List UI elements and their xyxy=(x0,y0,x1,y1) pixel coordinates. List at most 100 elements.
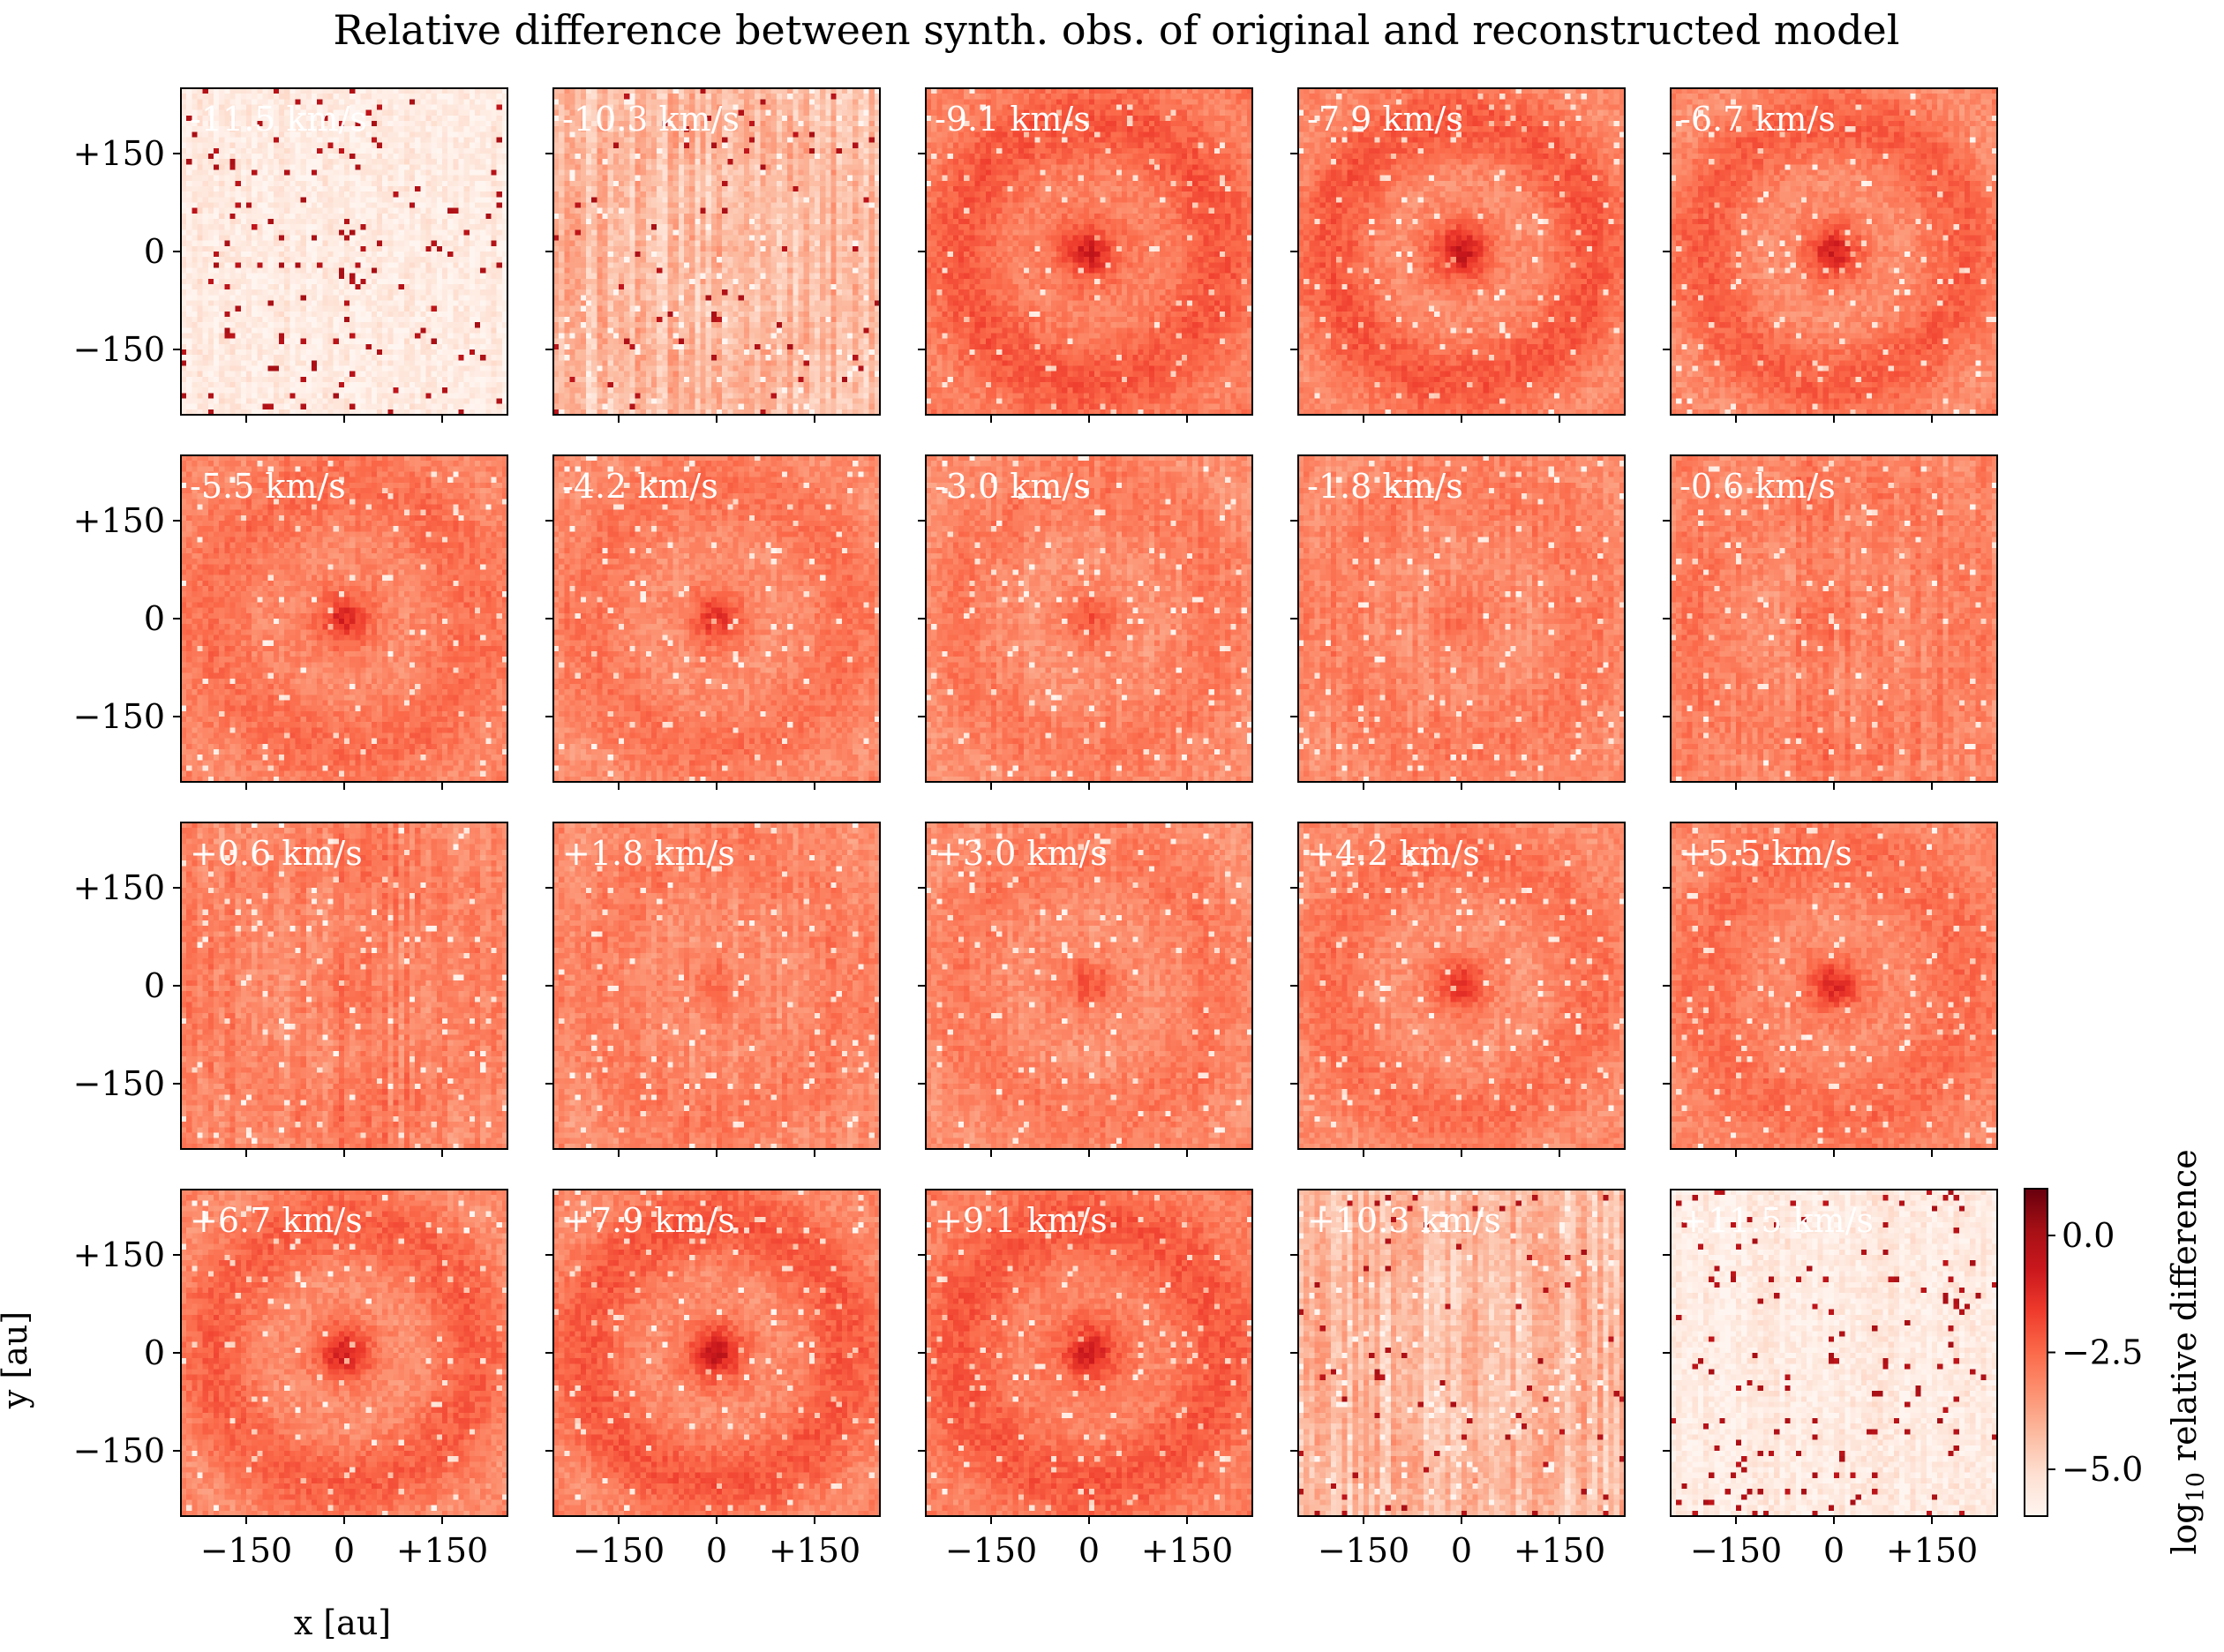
x-tick-label: +150 xyxy=(769,1531,860,1570)
panel-12: +1.8 km/s xyxy=(545,822,881,1157)
panel-17: +7.9 km/s −150 0 +150 xyxy=(545,1189,881,1570)
velocity-label: -9.1 km/s xyxy=(935,100,1091,139)
x-tick-label: +150 xyxy=(1141,1531,1233,1570)
x-tick-label: +150 xyxy=(396,1531,488,1570)
velocity-label: -10.3 km/s xyxy=(562,100,740,139)
velocity-label: +7.9 km/s xyxy=(562,1201,735,1240)
y-tick-label: −150 xyxy=(73,330,165,369)
x-tick-label: 0 xyxy=(706,1531,727,1570)
velocity-label: +1.8 km/s xyxy=(562,834,735,873)
x-tick-label: 0 xyxy=(1823,1531,1845,1570)
panel-8: -3.0 km/s xyxy=(918,454,1253,790)
panel-5: -6.7 km/s xyxy=(1663,87,1998,423)
x-tick-label: −150 xyxy=(1318,1531,1409,1570)
y-tick-label: −150 xyxy=(73,1064,165,1103)
colorbar-label: log10 relative difference xyxy=(2165,1149,2210,1555)
velocity-label: +5.5 km/s xyxy=(1679,834,1852,873)
x-axis-label: x [au] xyxy=(294,1603,391,1642)
colorbar-label-main: log xyxy=(2165,1502,2204,1554)
velocity-label: -4.2 km/s xyxy=(562,467,718,506)
panel-4: -7.9 km/s xyxy=(1290,87,1626,423)
heatmap-image xyxy=(926,1190,1252,1516)
heatmap-image xyxy=(1671,455,1997,782)
heatmap-image xyxy=(1671,88,1997,415)
panel-20: +11.5 km/s −150 0 +150 xyxy=(1663,1189,1998,1570)
panel-grid: -11.5 km/s +150 0 −150 -10.3 km/s -9.1 km/s -7… xyxy=(73,87,1998,1570)
velocity-label: -6.7 km/s xyxy=(1679,100,1836,139)
panel-2: -10.3 km/s xyxy=(545,87,881,423)
velocity-label: +10.3 km/s xyxy=(1307,1201,1501,1240)
colorbar-tick-label: 0.0 xyxy=(2062,1216,2115,1255)
velocity-label: +3.0 km/s xyxy=(935,834,1108,873)
y-tick-label: +150 xyxy=(73,134,165,173)
x-tick-label: −150 xyxy=(945,1531,1037,1570)
y-tick-label: +150 xyxy=(73,501,165,540)
velocity-label: -11.5 km/s xyxy=(190,100,367,139)
panel-13: +3.0 km/s xyxy=(918,822,1253,1157)
x-tick-label: +150 xyxy=(1514,1531,1605,1570)
heatmap-image xyxy=(1298,822,1625,1149)
y-tick-label: −150 xyxy=(73,697,165,736)
velocity-label: +9.1 km/s xyxy=(935,1201,1108,1240)
velocity-label: -5.5 km/s xyxy=(190,467,346,506)
velocity-label: +0.6 km/s xyxy=(190,834,363,873)
heatmap-image xyxy=(1671,1190,1997,1516)
panel-16: +6.7 km/s −150 0 +150 +150 0 −150 xyxy=(73,1189,508,1570)
y-tick-label: +150 xyxy=(73,868,165,907)
heatmap-image xyxy=(553,455,880,782)
heatmap-image xyxy=(1298,455,1625,782)
colorbar-label-sub: 10 xyxy=(2183,1472,2210,1502)
panel-7: -4.2 km/s xyxy=(545,454,881,790)
colorbar-label-rest: relative difference xyxy=(2165,1149,2204,1472)
heatmap-image xyxy=(926,822,1252,1149)
heatmap-image xyxy=(926,88,1252,415)
chart-title: Relative difference between synth. obs. … xyxy=(334,6,1900,54)
panel-1: -11.5 km/s +150 0 −150 xyxy=(73,87,508,423)
y-tick-label: −150 xyxy=(73,1431,165,1470)
x-tick-label: −150 xyxy=(573,1531,665,1570)
heatmap-image xyxy=(181,822,507,1149)
x-tick-label: 0 xyxy=(1451,1531,1472,1570)
y-tick-label: 0 xyxy=(144,599,165,638)
y-axis-label: y [au] xyxy=(0,1311,34,1409)
velocity-label: -1.8 km/s xyxy=(1307,467,1463,506)
colorbar-ticks: 0.0 −2.5 −5.0 xyxy=(2047,1216,2143,1489)
heatmap-image xyxy=(553,822,880,1149)
y-tick-label: 0 xyxy=(144,966,165,1005)
panel-15: +5.5 km/s xyxy=(1663,822,1998,1157)
colorbar: 0.0 −2.5 −5.0 log10 relative difference xyxy=(2024,1149,2210,1555)
panel-3: -9.1 km/s xyxy=(918,87,1253,423)
x-tick-label: +150 xyxy=(1886,1531,1978,1570)
panel-14: +4.2 km/s xyxy=(1290,822,1626,1157)
heatmap-image xyxy=(1298,1190,1625,1516)
panel-11: +0.6 km/s +150 0 −150 xyxy=(73,822,508,1157)
panel-6: -5.5 km/s +150 0 −150 xyxy=(73,454,508,790)
heatmap-image xyxy=(1298,88,1625,415)
panel-19: +10.3 km/s −150 0 +150 xyxy=(1290,1189,1626,1570)
velocity-label: -7.9 km/s xyxy=(1307,100,1463,139)
heatmap-image xyxy=(1671,822,1997,1149)
heatmap-image xyxy=(926,455,1252,782)
velocity-label: -3.0 km/s xyxy=(935,467,1091,506)
x-tick-label: 0 xyxy=(1078,1531,1100,1570)
velocity-label: +4.2 km/s xyxy=(1307,834,1480,873)
x-tick-label: −150 xyxy=(200,1531,292,1570)
heatmap-image xyxy=(553,88,880,415)
panel-18: +9.1 km/s −150 0 +150 xyxy=(918,1189,1253,1570)
panel-9: -1.8 km/s xyxy=(1290,454,1626,790)
y-tick-label: 0 xyxy=(144,232,165,271)
heatmap-image xyxy=(553,1190,880,1516)
y-tick-label: +150 xyxy=(73,1235,165,1274)
colorbar-tick-label: −5.0 xyxy=(2062,1450,2143,1489)
velocity-label: -0.6 km/s xyxy=(1679,467,1836,506)
heatmap-image xyxy=(181,88,507,415)
colorbar-tick-label: −2.5 xyxy=(2062,1333,2143,1372)
velocity-label: +11.5 km/s xyxy=(1679,1201,1874,1240)
x-tick-label: −150 xyxy=(1690,1531,1782,1570)
colorbar-gradient xyxy=(2024,1188,2048,1517)
velocity-label: +6.7 km/s xyxy=(190,1201,363,1240)
x-tick-label: 0 xyxy=(334,1531,355,1570)
heatmap-image xyxy=(181,455,507,782)
y-tick-label: 0 xyxy=(144,1333,165,1372)
